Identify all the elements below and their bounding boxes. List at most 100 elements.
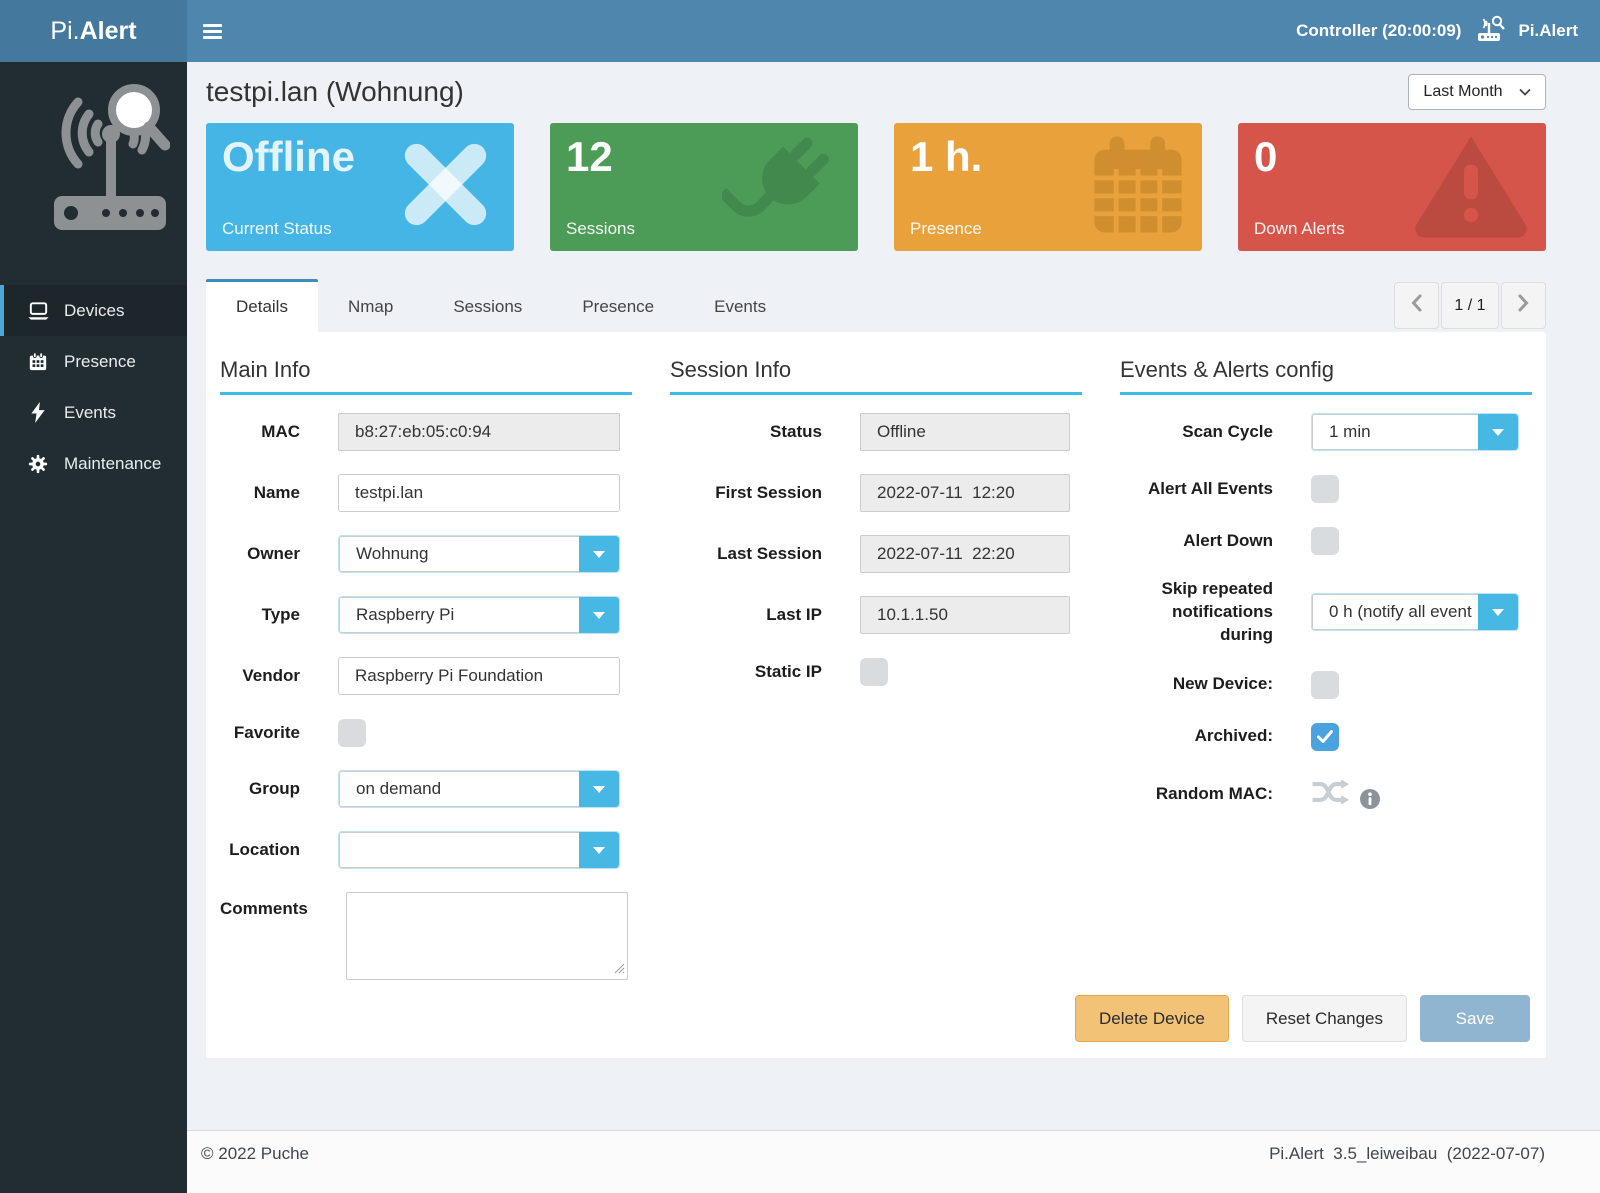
card-current-status[interactable]: Offline Current Status — [206, 123, 514, 251]
group-label: Group — [249, 778, 300, 798]
footer: © 2022 Puche Pi.Alert 3.5_leiweibau (202… — [187, 1130, 1600, 1193]
name-label: Name — [253, 482, 300, 502]
favorite-label: Favorite — [233, 722, 300, 742]
events-alerts-section: Events & Alerts config Scan Cycle 1 min … — [1120, 357, 1532, 1008]
chevron-down-icon — [579, 832, 619, 868]
alert-down-label: Alert Down — [1183, 530, 1273, 550]
tab-nmap[interactable]: Nmap — [347, 297, 394, 316]
type-select[interactable]: Raspberry Pi — [338, 596, 620, 634]
tab-events[interactable]: Events — [714, 297, 767, 316]
static-ip-checkbox[interactable] — [860, 658, 888, 686]
location-label: Location — [229, 839, 300, 859]
save-button[interactable]: Save — [1420, 995, 1530, 1042]
sidebar-item-label: Events — [64, 402, 116, 422]
prev-device-button[interactable] — [1394, 282, 1439, 329]
scan-cycle-select[interactable]: 1 min — [1311, 413, 1519, 451]
location-select[interactable] — [338, 831, 620, 869]
pager-position: 1 / 1 — [1441, 282, 1499, 329]
location-select-value — [339, 832, 579, 868]
top-bar-main: Controller (20:00:09) Pi.Alert — [187, 0, 1600, 62]
first-session-field: 2022-07-11 12:20 — [860, 474, 1070, 512]
alert-down-checkbox[interactable] — [1311, 527, 1339, 555]
card-value: 12 — [566, 133, 613, 180]
reset-changes-button[interactable]: Reset Changes — [1241, 995, 1407, 1042]
card-presence[interactable]: 1 h. Presence — [894, 123, 1202, 251]
card-value: 0 — [1254, 133, 1278, 180]
favorite-checkbox[interactable] — [338, 719, 366, 747]
hamburger-menu-icon[interactable] — [187, 0, 237, 62]
last-session-field: 2022-07-11 22:20 — [860, 535, 1070, 573]
plug-icon — [718, 125, 842, 250]
last-ip-label: Last IP — [766, 604, 822, 624]
chevron-down-icon — [1518, 83, 1531, 101]
sidebar-item-label: Presence — [64, 351, 136, 371]
shuffle-icon — [1311, 777, 1349, 812]
card-label: Current Status — [222, 219, 332, 238]
tab-presence[interactable]: Presence — [582, 297, 655, 316]
alert-all-events-checkbox[interactable] — [1311, 475, 1339, 503]
mac-field: b8:27:eb:05:c0:94 — [338, 413, 620, 451]
first-session-label: First Session — [715, 482, 822, 502]
vendor-label: Vendor — [242, 665, 300, 685]
info-icon[interactable] — [1359, 788, 1381, 815]
scan-cycle-label: Scan Cycle — [1182, 421, 1273, 441]
next-device-button[interactable] — [1501, 282, 1546, 329]
device-pager: 1 / 1 — [1394, 282, 1546, 329]
card-label: Sessions — [566, 219, 635, 238]
delete-device-button[interactable]: Delete Device — [1074, 995, 1229, 1042]
card-value: Offline — [222, 133, 355, 180]
gear-icon — [26, 454, 50, 474]
tab-sessions[interactable]: Sessions — [453, 297, 523, 316]
brand-logo[interactable]: Pi. Alert — [0, 0, 187, 62]
app-name-label: Pi.Alert — [1518, 21, 1578, 40]
card-sessions[interactable]: 12 Sessions — [550, 123, 858, 251]
card-down-alerts[interactable]: 0 Down Alerts — [1238, 123, 1546, 251]
controller-link[interactable]: Controller (20:00:09) — [1296, 21, 1462, 40]
brand-prefix: Pi. — [50, 16, 80, 45]
sidebar-item-maintenance[interactable]: Maintenance — [0, 438, 187, 489]
section-title: Session Info — [670, 357, 1082, 395]
period-select[interactable]: Last Month — [1408, 74, 1546, 110]
pialert-router-logo — [18, 84, 170, 249]
group-select-value: on demand — [339, 771, 579, 807]
last-ip-field: 10.1.1.50 — [860, 596, 1070, 634]
chevron-down-icon — [579, 597, 619, 633]
x-icon — [393, 132, 498, 242]
footer-copyright: © 2022 Puche — [201, 1144, 309, 1163]
footer-version: Pi.Alert 3.5_leiweibau (2022-07-07) — [1269, 1144, 1545, 1163]
new-device-checkbox[interactable] — [1311, 670, 1339, 699]
owner-label: Owner — [247, 543, 300, 563]
content-area: testpi.lan (Wohnung) Last Month Offline … — [187, 62, 1600, 1130]
calendar-icon — [1090, 130, 1186, 245]
scan-cycle-select-value: 1 min — [1312, 414, 1478, 450]
sidebar-item-devices[interactable]: Devices — [0, 285, 187, 336]
archived-checkbox[interactable] — [1311, 722, 1339, 751]
owner-select-value: Wohnung — [339, 536, 579, 572]
section-title: Events & Alerts config — [1120, 357, 1532, 395]
card-value: 1 h. — [910, 133, 983, 180]
last-session-label: Last Session — [717, 543, 822, 563]
type-label: Type — [261, 604, 300, 624]
group-select[interactable]: on demand — [338, 770, 620, 808]
chevron-right-icon — [1518, 294, 1529, 317]
chevron-down-icon — [1478, 414, 1518, 450]
sidebar-item-label: Devices — [64, 300, 125, 320]
comments-textarea[interactable] — [345, 892, 628, 980]
sidebar-item-presence[interactable]: Presence — [0, 336, 187, 387]
sidebar: Devices Presence Events Maintenance — [0, 62, 187, 1193]
name-input[interactable] — [338, 474, 620, 512]
tab-details[interactable]: Details — [206, 279, 318, 332]
alert-all-events-label: Alert All Events — [1147, 478, 1273, 498]
app-home-link[interactable]: Pi.Alert — [1475, 15, 1578, 48]
comments-label: Comments — [220, 899, 308, 918]
vendor-input[interactable] — [338, 657, 620, 695]
card-label: Down Alerts — [1254, 219, 1345, 238]
sidebar-item-events[interactable]: Events — [0, 387, 187, 438]
skip-notifications-select[interactable]: 0 h (notify all event — [1311, 593, 1519, 632]
owner-select[interactable]: Wohnung — [338, 535, 620, 573]
main-info-section: Main Info MAC b8:27:eb:05:c0:94 Name Own… — [220, 357, 632, 1008]
brand-suffix: Alert — [79, 16, 137, 45]
static-ip-label: Static IP — [754, 661, 822, 681]
mac-label: MAC — [261, 421, 300, 441]
